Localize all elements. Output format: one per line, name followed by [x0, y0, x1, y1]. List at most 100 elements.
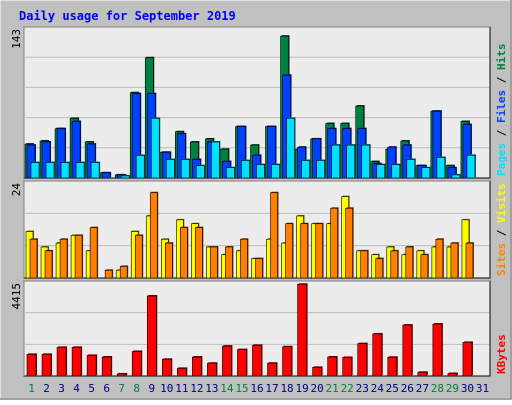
- bar-sites-day-9: [149, 192, 158, 279]
- bar-sites-day-23: [360, 250, 369, 279]
- x-tick-label-day-21: 21: [326, 382, 339, 395]
- bar-pages-day-28: [436, 157, 446, 179]
- bar-sites-day-26: [405, 246, 414, 279]
- bar-pages-day-3: [60, 162, 70, 179]
- x-tick-label-day-5: 5: [88, 382, 95, 395]
- bar-kbytes-day-30: [462, 342, 473, 377]
- bar-sites-day-20: [315, 223, 323, 279]
- bar-sites-day-3: [59, 238, 68, 279]
- legend-files: Files: [495, 90, 508, 123]
- bar-sites-day-10: [164, 242, 173, 279]
- x-tick-label-day-11: 11: [175, 382, 188, 395]
- bar-sites-day-12: [195, 227, 203, 279]
- x-tick-label-day-6: 6: [103, 382, 110, 395]
- bar-kbytes-day-12: [192, 356, 202, 377]
- x-tick-label-day-28: 28: [431, 382, 444, 395]
- bar-pages-day-20: [316, 160, 325, 179]
- bar-kbytes-day-28: [432, 323, 443, 377]
- legend-hits: Hits: [495, 44, 508, 71]
- bar-sites-day-1: [29, 238, 38, 279]
- x-tick-label-day-7: 7: [118, 382, 125, 395]
- bar-kbytes-day-18: [282, 346, 292, 377]
- bar-sites-day-11: [180, 227, 188, 279]
- y-max-label: 4415: [10, 283, 23, 310]
- bar-sites-day-7: [119, 266, 128, 279]
- bar-kbytes-day-2: [41, 354, 52, 377]
- x-tick-label-day-3: 3: [58, 382, 65, 395]
- bar-kbytes-day-6: [101, 356, 112, 377]
- series-legend: Pages / Files / Hits: [495, 44, 508, 177]
- legend-separator: /: [495, 123, 508, 143]
- x-tick-label-day-29: 29: [446, 382, 459, 395]
- bar-sites-day-8: [134, 235, 143, 279]
- bar-kbytes-day-1: [26, 354, 37, 377]
- panel-3: 4415 KBytes: [10, 280, 508, 377]
- bar-sites-day-27: [420, 254, 429, 279]
- bar-pages-day-16: [256, 164, 265, 179]
- day-axis: 1 2 3 4 5 6 7 8 9 10 11 12 13 14 15 16 17 18 19 20 21 22 23 24 2…: [28, 382, 489, 395]
- legend-pages: Pages: [495, 143, 508, 176]
- bar-sites-day-5: [89, 227, 98, 279]
- x-tick-label-day-2: 2: [43, 382, 50, 395]
- legend-separator: /: [495, 223, 508, 243]
- y-max-label: 24: [10, 183, 23, 197]
- bar-sites-day-21: [330, 207, 338, 279]
- bar-sites-day-17: [270, 192, 278, 279]
- bar-kbytes-day-3: [56, 347, 67, 377]
- x-tick-label-day-31: 31: [476, 382, 489, 395]
- x-tick-label-day-15: 15: [235, 382, 248, 395]
- bar-pages-day-9: [150, 118, 160, 179]
- bar-pages-day-13: [211, 141, 220, 179]
- x-tick-label-day-23: 23: [356, 382, 369, 395]
- bar-sites-day-19: [300, 223, 308, 279]
- bar-sites-day-29: [450, 242, 459, 279]
- panel-2: 24 Sites / Visits: [10, 180, 508, 279]
- bar-pages-day-25: [391, 164, 401, 179]
- x-tick-label-day-4: 4: [73, 382, 80, 395]
- x-tick-label-day-18: 18: [280, 382, 293, 395]
- x-tick-label-day-19: 19: [295, 382, 308, 395]
- series-legend: Sites / Visits: [495, 183, 508, 276]
- x-tick-label-day-25: 25: [386, 382, 399, 395]
- x-tick-label-day-12: 12: [190, 382, 203, 395]
- bar-sites-day-28: [435, 238, 444, 279]
- series-legend: KBytes: [495, 334, 508, 374]
- bar-pages-day-1: [30, 162, 40, 179]
- legend-sites: Sites: [495, 243, 508, 276]
- bar-pages-day-29: [451, 174, 461, 179]
- x-tick-label-day-10: 10: [160, 382, 173, 395]
- bar-sites-day-6: [104, 269, 113, 279]
- bar-kbytes-day-8: [131, 351, 142, 377]
- bar-pages-day-19: [301, 160, 310, 179]
- bar-sites-day-15: [240, 238, 248, 279]
- bar-pages-day-23: [361, 144, 371, 179]
- bar-pages-day-15: [241, 160, 250, 179]
- x-tick-label-day-24: 24: [371, 382, 385, 395]
- bar-sites-day-13: [210, 246, 218, 279]
- x-tick-label-day-8: 8: [133, 382, 140, 395]
- bar-pages-day-8: [135, 155, 145, 179]
- bar-sites-day-30: [465, 242, 474, 279]
- bar-pages-day-30: [466, 155, 476, 179]
- bar-sites-day-25: [390, 250, 399, 279]
- bar-kbytes-day-4: [71, 347, 82, 377]
- bar-sites-day-16: [255, 258, 263, 279]
- panel-1: 143 Pages / Files / Hits: [10, 26, 508, 179]
- x-tick-label-day-17: 17: [265, 382, 278, 395]
- x-tick-label-day-20: 20: [311, 382, 324, 395]
- x-tick-label-day-1: 1: [28, 382, 35, 395]
- bar-sites-day-4: [74, 235, 83, 279]
- bar-kbytes-day-27: [417, 371, 428, 377]
- bar-kbytes-day-17: [267, 362, 277, 377]
- y-max-label: 143: [10, 29, 23, 49]
- bar-sites-day-18: [285, 223, 293, 279]
- bar-kbytes-day-23: [357, 343, 368, 377]
- bar-kbytes-day-11: [177, 368, 187, 377]
- x-tick-label-day-30: 30: [461, 382, 474, 395]
- bar-files-day-6: [101, 172, 111, 179]
- x-tick-label-day-16: 16: [250, 382, 263, 395]
- bar-pages-day-21: [331, 144, 340, 179]
- bar-sites-day-2: [44, 250, 53, 279]
